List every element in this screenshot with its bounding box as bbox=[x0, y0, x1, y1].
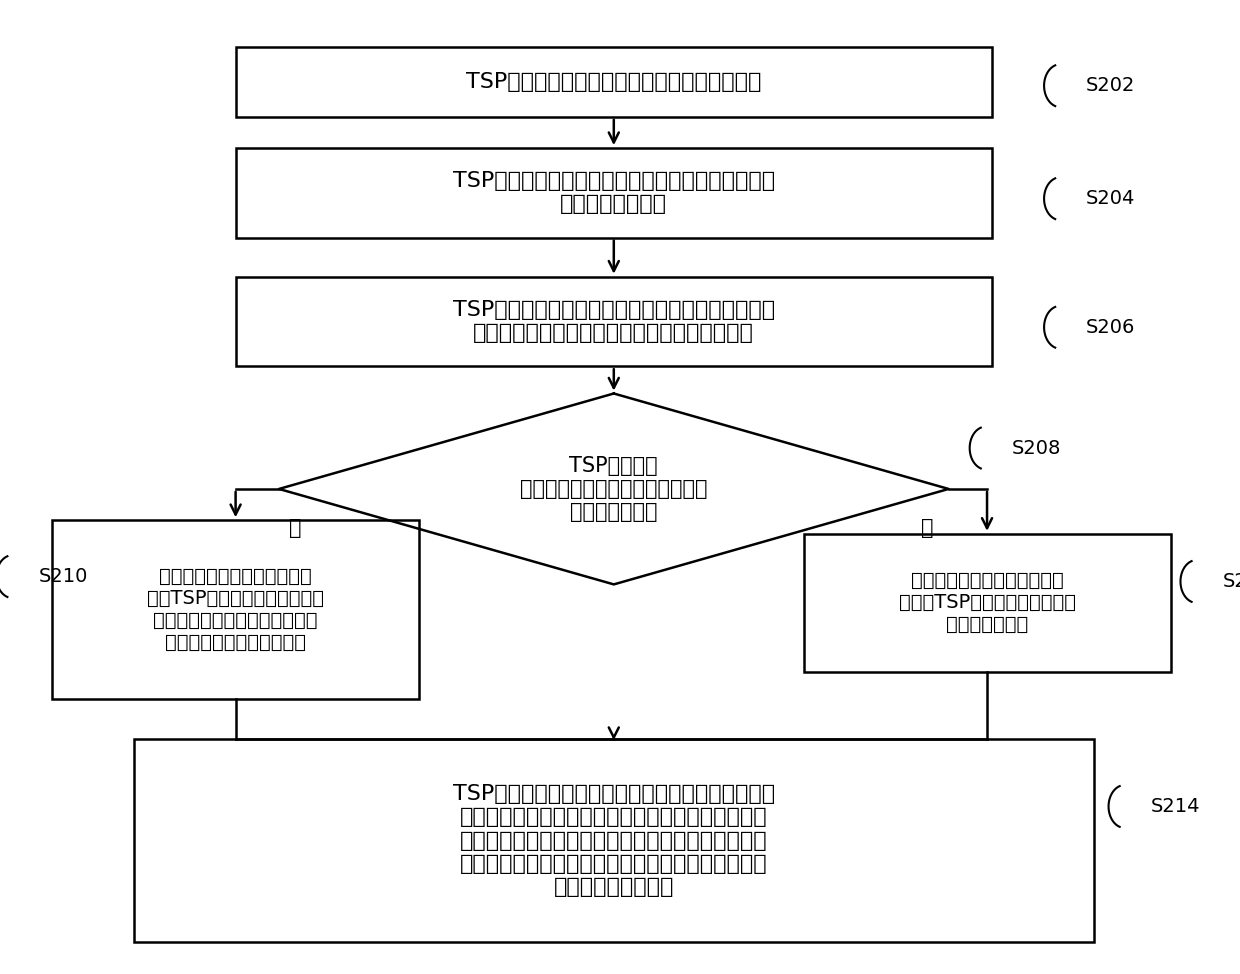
FancyBboxPatch shape bbox=[134, 739, 1094, 942]
Text: TSP后台系统在确定查找到的身份认证码对应的车载
终端处于工作状态后，将接收到的控制指令以及时间
戳加密后通过设定协议发送至车载终端，以使车载终
端在判定控制指: TSP后台系统在确定查找到的身份认证码对应的车载 终端处于工作状态后，将接收到的… bbox=[453, 784, 775, 897]
Text: S204: S204 bbox=[1086, 189, 1136, 208]
Text: 当判断车载终端未处于睡眠状
态时，TSP后台系统确定车载终
端处于工作状态: 当判断车载终端未处于睡眠状 态时，TSP后台系统确定车载终 端处于工作状态 bbox=[899, 572, 1075, 634]
FancyBboxPatch shape bbox=[52, 520, 419, 699]
Text: TSP后台系统当判定移动终端为合法用户时，查找与
接收的身份识别码对应的车载终端的身份认证码: TSP后台系统当判定移动终端为合法用户时，查找与 接收的身份识别码对应的车载终端… bbox=[453, 300, 775, 343]
FancyBboxPatch shape bbox=[236, 277, 992, 366]
FancyBboxPatch shape bbox=[236, 148, 992, 238]
Text: S210: S210 bbox=[38, 567, 88, 586]
Text: 是: 是 bbox=[289, 518, 301, 538]
FancyBboxPatch shape bbox=[804, 534, 1171, 672]
Text: S212: S212 bbox=[1223, 572, 1240, 591]
Text: 当判断车载终端处于睡眠状态
时，TSP后台系统向车载终端发
送加密的唤醒指令，以将车载终
端从睡眠状态转入工作状态: 当判断车载终端处于睡眠状态 时，TSP后台系统向车载终端发 送加密的唤醒指令，以… bbox=[148, 567, 324, 653]
Text: S214: S214 bbox=[1151, 797, 1200, 816]
Text: 否: 否 bbox=[921, 518, 934, 538]
Text: TSP后台系统接收移动终端发送的远程控制请求: TSP后台系统接收移动终端发送的远程控制请求 bbox=[466, 72, 761, 92]
Text: S208: S208 bbox=[1012, 438, 1061, 458]
Text: S202: S202 bbox=[1086, 76, 1136, 95]
Text: S206: S206 bbox=[1086, 318, 1136, 337]
Text: TSP后台系统
判断身份认证码对应的车载终端是
否处于睡眠状态: TSP后台系统 判断身份认证码对应的车载终端是 否处于睡眠状态 bbox=[520, 456, 708, 522]
FancyBboxPatch shape bbox=[236, 47, 992, 117]
Text: TSP后台系统依据短信验证码和身份识别码对移动终
端进行合法性验证: TSP后台系统依据短信验证码和身份识别码对移动终 端进行合法性验证 bbox=[453, 171, 775, 214]
